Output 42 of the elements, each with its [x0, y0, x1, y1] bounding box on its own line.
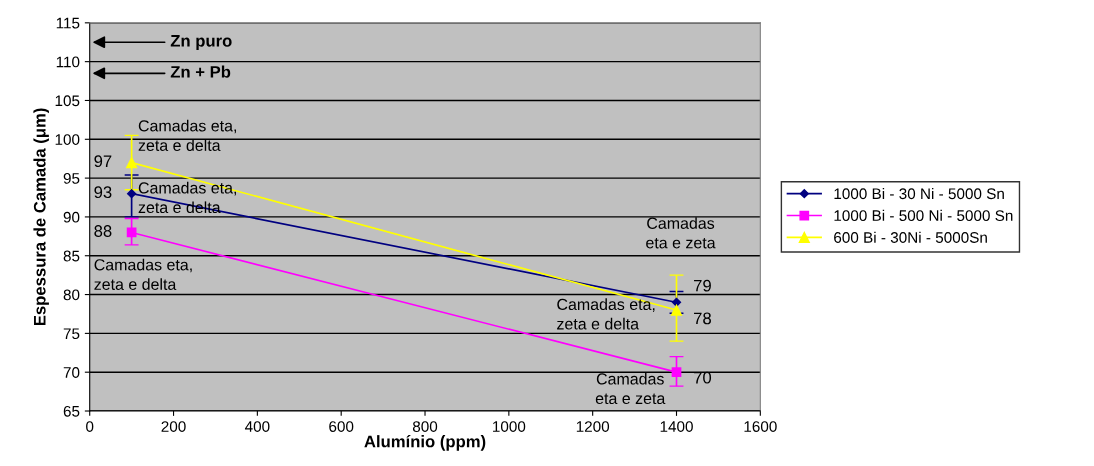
point	[670, 304, 683, 316]
x-axis-title: Alumínio (ppm)	[364, 434, 486, 451]
y-tick-label: 65	[63, 405, 80, 417]
annotation: Zn puro	[170, 35, 232, 51]
x-tick-label: 1600	[744, 421, 777, 432]
x-tick-label: 600	[329, 421, 354, 432]
annotation: Camadas eta e zeta	[646, 217, 716, 249]
x-tick-label: 0	[86, 421, 94, 432]
y-tick-label: 115	[56, 17, 80, 29]
annotation: Zn + Pb	[170, 65, 231, 78]
data-label: 79	[694, 279, 711, 292]
y-tick-label: 110	[56, 56, 80, 68]
x-tick-label: 800	[412, 421, 438, 432]
legend-label: 1000 Bi - 30 Ni - 5000 Sn	[834, 187, 1004, 200]
annotation: Camadas eta e zeta	[595, 372, 666, 405]
annotation: Camadas eta, zeta e delta	[557, 298, 655, 330]
annotation: Camadas eta, zeta e delta	[138, 119, 236, 152]
legend-label: 600 Bi - 30Ni - 5000Sn	[834, 231, 987, 243]
y-axis-title: Espessura de Camada (μm)	[33, 108, 49, 326]
x-tick-label: 1000	[493, 421, 526, 432]
annotation: Camadas eta, zeta e delta	[94, 258, 192, 290]
point	[671, 297, 682, 307]
legend-label: 1000 Bi - 500 Ni - 5000 Sn	[834, 209, 1013, 222]
y-tick-label: 100	[55, 134, 80, 145]
data-label: 97	[94, 155, 112, 168]
x-tick-label: 400	[244, 421, 270, 432]
point	[126, 157, 138, 169]
y-tick-label: 80	[63, 289, 80, 301]
x-tick-label: 200	[161, 421, 186, 432]
point	[126, 189, 137, 199]
y-tick-label: 90	[63, 211, 80, 223]
y-tick-label: 75	[63, 328, 80, 340]
y-tick-label: 85	[63, 250, 80, 262]
point	[671, 367, 682, 378]
y-tick-label: 70	[63, 367, 80, 378]
data-label: 78	[694, 312, 711, 325]
x-tick-label: 1400	[660, 421, 693, 432]
y-tick-label: 95	[63, 172, 80, 184]
y-tick-label: 105	[55, 95, 80, 107]
data-label: 93	[94, 186, 112, 199]
x-tick-label: 1200	[576, 421, 610, 432]
data-label: 88	[94, 225, 112, 237]
